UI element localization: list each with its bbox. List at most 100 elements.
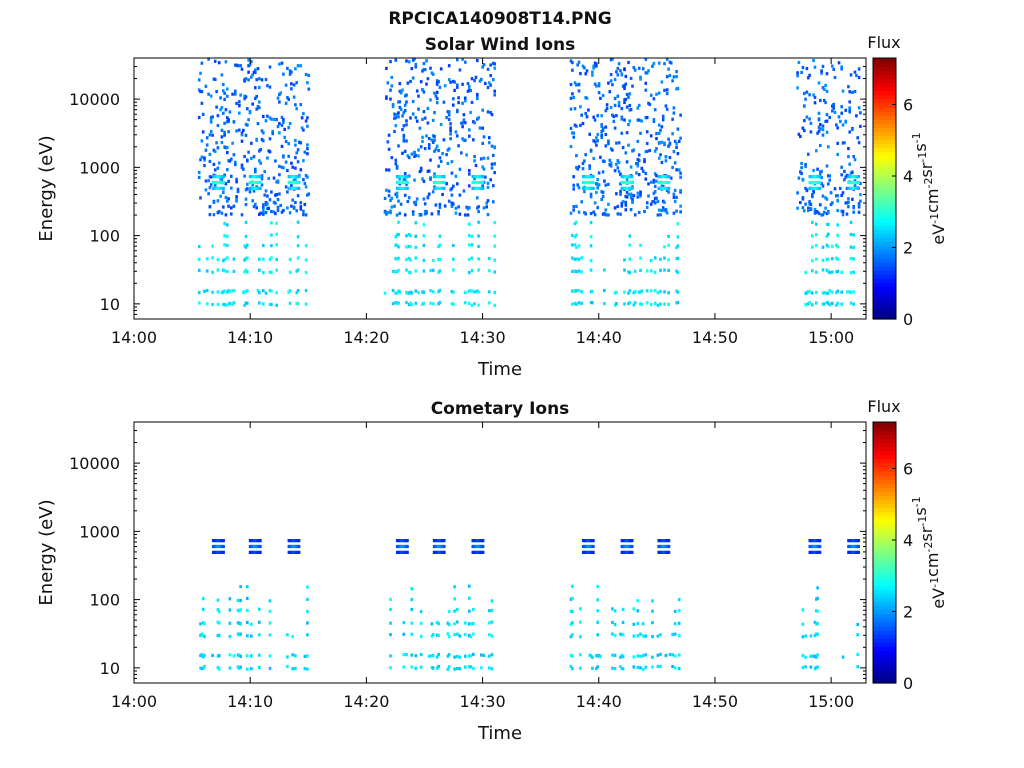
- flux-cell: [450, 302, 454, 306]
- flux-cell: [287, 126, 290, 130]
- flux-cell: [288, 270, 292, 274]
- colorbar-step: [873, 151, 896, 157]
- flux-cell: [625, 92, 629, 97]
- flux-cell: [395, 243, 399, 247]
- flux-cell: [632, 303, 636, 307]
- flux-cell: [403, 103, 407, 107]
- flux-cell: [434, 203, 438, 207]
- flux-cell: [493, 93, 496, 97]
- flux-cell: [197, 115, 201, 120]
- flux-cell: [454, 211, 458, 215]
- flux-cell: [664, 209, 668, 213]
- flux-cell: [676, 301, 680, 305]
- flux-cell: [807, 206, 810, 210]
- flux-cell: [673, 622, 677, 626]
- flux-cell: [819, 127, 822, 131]
- flux-cell: [259, 148, 262, 152]
- flux-cell: [288, 69, 292, 73]
- flux-cell: [796, 86, 799, 90]
- flux-cell: [583, 66, 586, 70]
- flux-cell: [458, 212, 462, 216]
- flux-cell: [247, 150, 250, 154]
- flux-cell: [386, 211, 390, 215]
- flux-cell: [453, 585, 456, 589]
- flux-cell: [660, 125, 664, 129]
- flux-cell: [452, 268, 455, 272]
- flux-cell: [645, 141, 649, 146]
- flux-cell: [307, 87, 311, 91]
- y-tick-label: 1000: [79, 522, 120, 541]
- flux-cell: [223, 243, 226, 247]
- flux-cell: [251, 102, 254, 106]
- flux-cell: [240, 213, 244, 217]
- flux-cell: [636, 621, 640, 626]
- flux-cell: [419, 145, 423, 149]
- flux-cell: [644, 81, 648, 85]
- flux-cell: [611, 57, 614, 61]
- flux-cell: [811, 220, 814, 224]
- flux-cell: [639, 243, 642, 247]
- flux-cell: [609, 164, 613, 168]
- flux-cell: [596, 178, 599, 182]
- flux-cell: [304, 271, 308, 275]
- flux-cell: [815, 222, 818, 226]
- flux-cell: [403, 178, 407, 182]
- flux-cell: [403, 213, 407, 217]
- flux-cell: [223, 133, 226, 137]
- flux-cell: [407, 156, 411, 160]
- flux-cell: [208, 205, 212, 209]
- flux-cell: [407, 196, 411, 200]
- flux-cell: [639, 190, 642, 194]
- flux-cell: [406, 544, 409, 549]
- flux-cell: [580, 256, 583, 260]
- flux-cell: [415, 197, 419, 201]
- flux-cell: [246, 654, 249, 658]
- flux-cell: [464, 138, 467, 142]
- flux-cell: [623, 100, 626, 104]
- flux-cell: [584, 72, 587, 76]
- flux-cell: [605, 103, 609, 107]
- flux-cell: [216, 608, 220, 612]
- flux-cell: [816, 131, 819, 135]
- flux-cell: [246, 667, 249, 671]
- flux-cell: [589, 211, 593, 216]
- flux-cell: [220, 178, 224, 182]
- flux-cell: [809, 207, 813, 211]
- colorbar-title: Flux: [867, 397, 900, 416]
- flux-cell: [661, 185, 665, 189]
- flux-cell: [222, 89, 225, 93]
- flux-cell: [211, 256, 214, 260]
- flux-cell: [228, 621, 232, 625]
- flux-cell: [639, 77, 642, 81]
- flux-cell: [258, 607, 261, 611]
- colorbar-step: [873, 658, 896, 664]
- flux-cell: [492, 61, 495, 65]
- flux-cell: [660, 80, 664, 84]
- flux-cell: [616, 212, 620, 216]
- flux-cell: [419, 621, 423, 625]
- x-axis-label: Time: [477, 723, 522, 744]
- flux-cell: [220, 141, 224, 145]
- flux-cell: [823, 210, 826, 214]
- flux-cell: [649, 302, 653, 307]
- flux-cell: [243, 258, 246, 262]
- flux-cell: [636, 599, 640, 603]
- flux-cell: [486, 67, 490, 71]
- flux-cell: [461, 121, 464, 125]
- flux-cell: [399, 91, 403, 95]
- flux-cell: [251, 183, 254, 187]
- flux-cell: [668, 73, 672, 78]
- flux-cell: [223, 234, 226, 238]
- flux-cell: [223, 130, 226, 134]
- flux-cell: [399, 107, 403, 111]
- flux-cell: [576, 183, 579, 187]
- flux-cell: [620, 117, 624, 121]
- flux-cell: [831, 104, 834, 108]
- flux-cell: [796, 71, 799, 75]
- flux-cell: [821, 184, 825, 188]
- flux-cell: [804, 164, 807, 169]
- flux-cell: [262, 131, 265, 135]
- colorbar-step: [873, 515, 896, 521]
- flux-cell: [222, 544, 225, 549]
- flux-cell: [278, 164, 281, 168]
